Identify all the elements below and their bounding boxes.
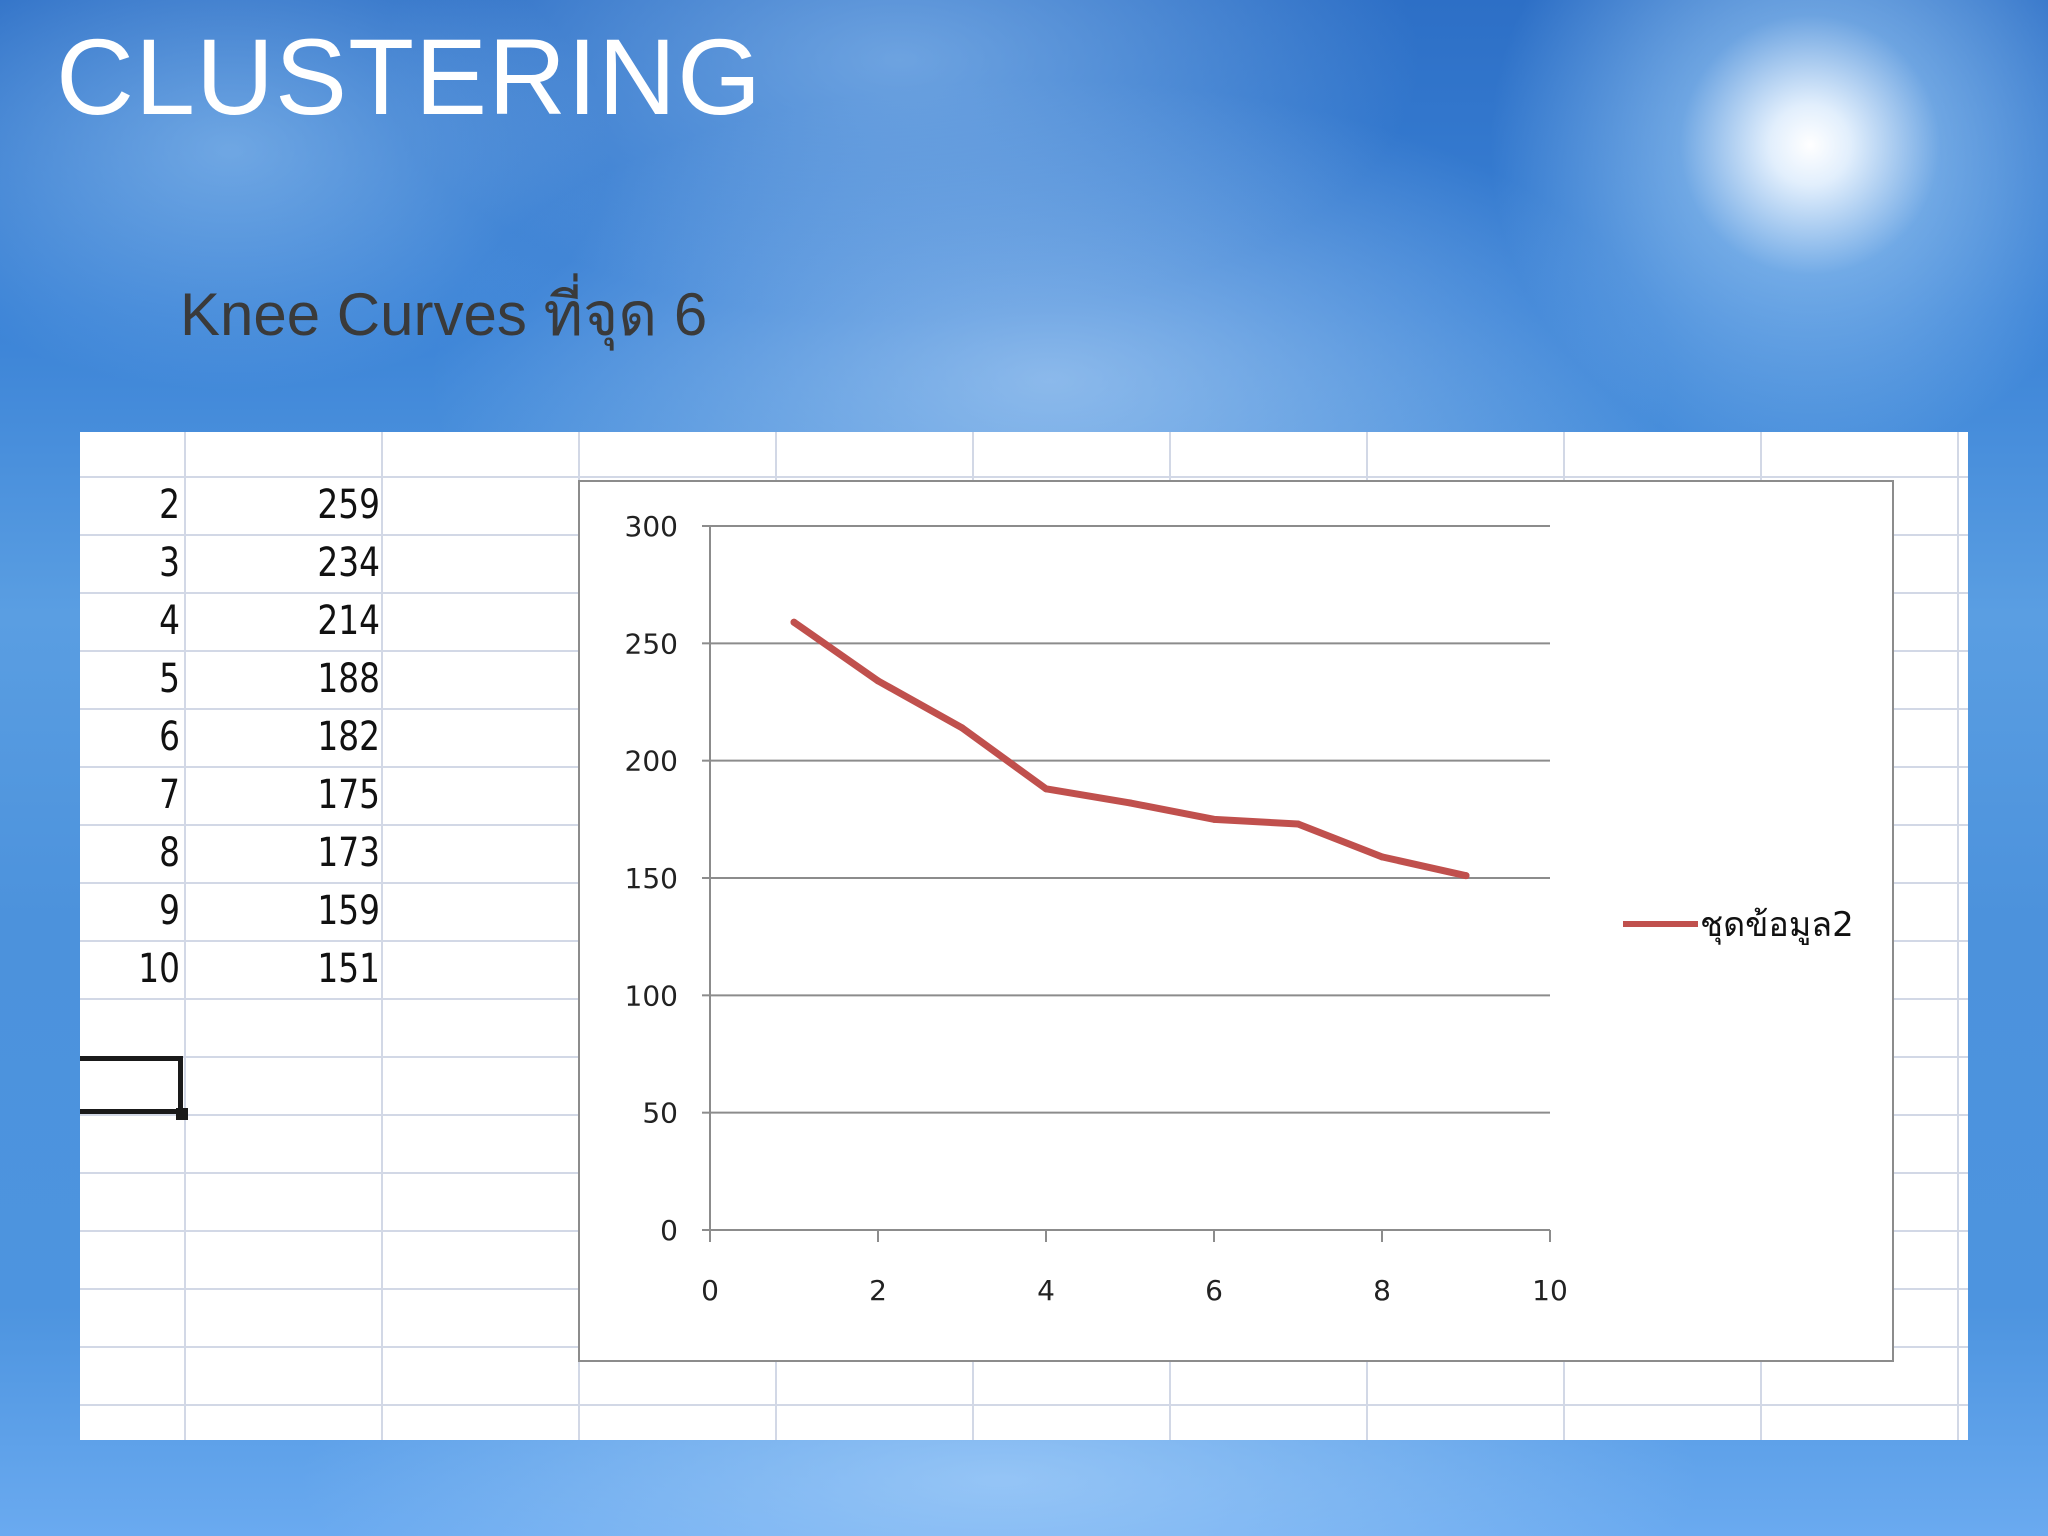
- table-cell-k[interactable]: 10: [138, 946, 180, 992]
- y-tick-label: 300: [625, 510, 678, 543]
- y-tick-label: 150: [625, 862, 678, 895]
- selected-cell[interactable]: [80, 1056, 183, 1114]
- y-tick-label: 50: [642, 1097, 678, 1130]
- data-point: [1462, 872, 1470, 880]
- data-point: [874, 677, 882, 685]
- y-tick-label: 0: [660, 1214, 678, 1247]
- table-cell-value[interactable]: 214: [317, 598, 380, 644]
- data-point: [1042, 785, 1050, 793]
- table-cell-k[interactable]: 8: [159, 830, 180, 876]
- data-point: [958, 724, 966, 732]
- data-point: [790, 618, 798, 626]
- table-cell-value[interactable]: 188: [317, 656, 380, 702]
- table-cell-k[interactable]: 2: [159, 482, 180, 528]
- table-cell-value[interactable]: 159: [317, 888, 380, 934]
- y-tick-label: 200: [625, 745, 678, 778]
- table-cell-value[interactable]: 175: [317, 772, 380, 818]
- table-cell-k[interactable]: 9: [159, 888, 180, 934]
- x-tick-label: 8: [1373, 1274, 1391, 1307]
- slide-title: CLUSTERING: [56, 16, 763, 137]
- data-point: [1294, 820, 1302, 828]
- data-point: [1378, 853, 1386, 861]
- x-tick-label: 0: [701, 1274, 719, 1307]
- chart-svg: 0 50 100 150 200 250 300 0 2 4 6 8 10 ชุดข้อมูล2: [625, 510, 1854, 1307]
- y-tick-label: 100: [625, 979, 678, 1012]
- legend-label: ชุดข้อมูล2: [1700, 905, 1854, 945]
- series-line: [790, 618, 1470, 880]
- data-point: [1210, 815, 1218, 823]
- table-cell-value[interactable]: 259: [317, 482, 380, 528]
- line-chart: 0 50 100 150 200 250 300 0 2 4 6 8 10 ชุดข้อมูล2: [578, 480, 1894, 1362]
- table-cell-k[interactable]: 4: [159, 598, 180, 644]
- slide-subtitle: Knee Curves ที่จุด 6: [180, 281, 708, 348]
- table-cell-k[interactable]: 5: [159, 656, 180, 702]
- y-tick-label: 250: [625, 627, 678, 660]
- x-tick-label: 4: [1037, 1274, 1055, 1307]
- table-cell-value[interactable]: 173: [317, 830, 380, 876]
- data-point: [1126, 799, 1134, 807]
- table-cell-k[interactable]: 3: [159, 540, 180, 586]
- table-cell-value[interactable]: 182: [317, 714, 380, 760]
- x-tick-label: 2: [869, 1274, 887, 1307]
- fill-handle[interactable]: [176, 1108, 188, 1120]
- x-tick-label: 6: [1205, 1274, 1223, 1307]
- table-cell-value[interactable]: 151: [317, 946, 380, 992]
- table-cell-value[interactable]: 234: [317, 540, 380, 586]
- x-tick-label: 10: [1532, 1274, 1568, 1307]
- table-cell-k[interactable]: 7: [159, 772, 180, 818]
- table-cell-k[interactable]: 6: [159, 714, 180, 760]
